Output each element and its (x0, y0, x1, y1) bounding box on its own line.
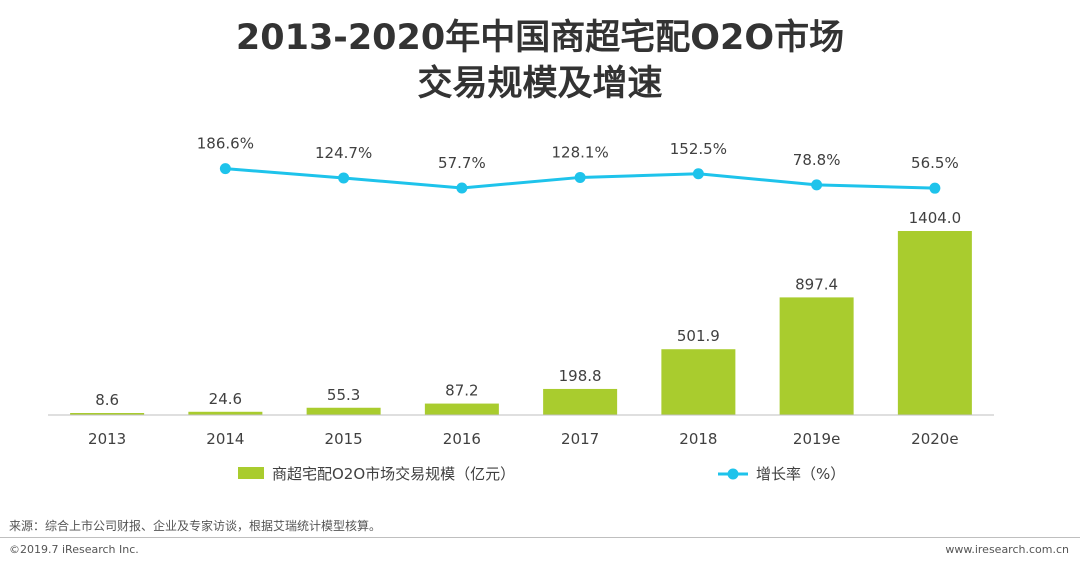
growth-rate-label: 56.5% (911, 154, 959, 172)
bar-2013 (70, 413, 145, 415)
source-note: 来源：综合上市公司财报、企业及专家访谈，根据艾瑞统计模型核算。 (9, 519, 382, 533)
bar-value-label: 55.3 (327, 386, 360, 404)
website-link[interactable]: www.iresearch.com.cn (945, 543, 1069, 556)
legend-line-label: 增长率（%） (756, 465, 845, 483)
copyright: ©2019.7 iResearch Inc. (9, 543, 139, 556)
bar-value-label: 198.8 (559, 367, 602, 385)
growth-point-2014 (219, 163, 231, 175)
growth-rate-label: 152.5% (670, 140, 727, 158)
bar-value-label: 501.9 (677, 327, 720, 345)
x-tick-label: 2014 (206, 430, 244, 448)
chart-title-line2: 交易规模及增速 (417, 64, 663, 104)
bar-2015 (306, 407, 381, 415)
chart: 8.6 24.6 55.3 87.2 198.8 501.9 897.4 1404.0 201… (48, 135, 994, 483)
bar-2020e (897, 231, 972, 415)
bar-2016 (424, 403, 499, 415)
x-tick-label: 2013 (88, 430, 126, 448)
x-tick-label: 2019e (793, 430, 840, 448)
growth-point-2020e (929, 182, 941, 194)
x-tick-label: 2017 (561, 430, 599, 448)
growth-point-2019e (811, 179, 823, 191)
growth-point-2015 (338, 172, 350, 184)
legend-bar-swatch (238, 467, 264, 479)
growth-rate-label: 186.6% (197, 135, 254, 153)
bar-2019e (779, 297, 854, 415)
growth-rate-label: 57.7% (438, 154, 486, 172)
bar-value-label: 1404.0 (909, 209, 962, 227)
growth-point-2016 (456, 182, 468, 194)
bar-value-label: 897.4 (795, 275, 838, 293)
growth-point-2017 (574, 171, 586, 183)
x-tick-label: 2015 (325, 430, 363, 448)
growth-point-2018 (692, 168, 704, 180)
bar-value-label: 24.6 (209, 390, 242, 408)
chart-title-line1: 2013-2020年中国商超宅配O2O市场 (235, 18, 845, 58)
x-tick-label: 2016 (443, 430, 481, 448)
x-tick-label: 2018 (679, 430, 717, 448)
footer-divider (0, 537, 1080, 538)
x-tick-label: 2020e (911, 430, 958, 448)
bar-value-label: 87.2 (445, 382, 478, 400)
legend-line-marker (727, 468, 739, 480)
growth-rate-label: 128.1% (552, 143, 609, 161)
bar-value-label: 8.6 (95, 391, 119, 409)
bar-2018 (661, 349, 736, 415)
bar-2017 (543, 388, 618, 415)
growth-rate-label: 124.7% (315, 144, 372, 162)
legend-bar-label: 商超宅配O2O市场交易规模（亿元） (272, 465, 515, 483)
growth-rate-label: 78.8% (793, 151, 841, 169)
bar-2014 (188, 411, 263, 415)
